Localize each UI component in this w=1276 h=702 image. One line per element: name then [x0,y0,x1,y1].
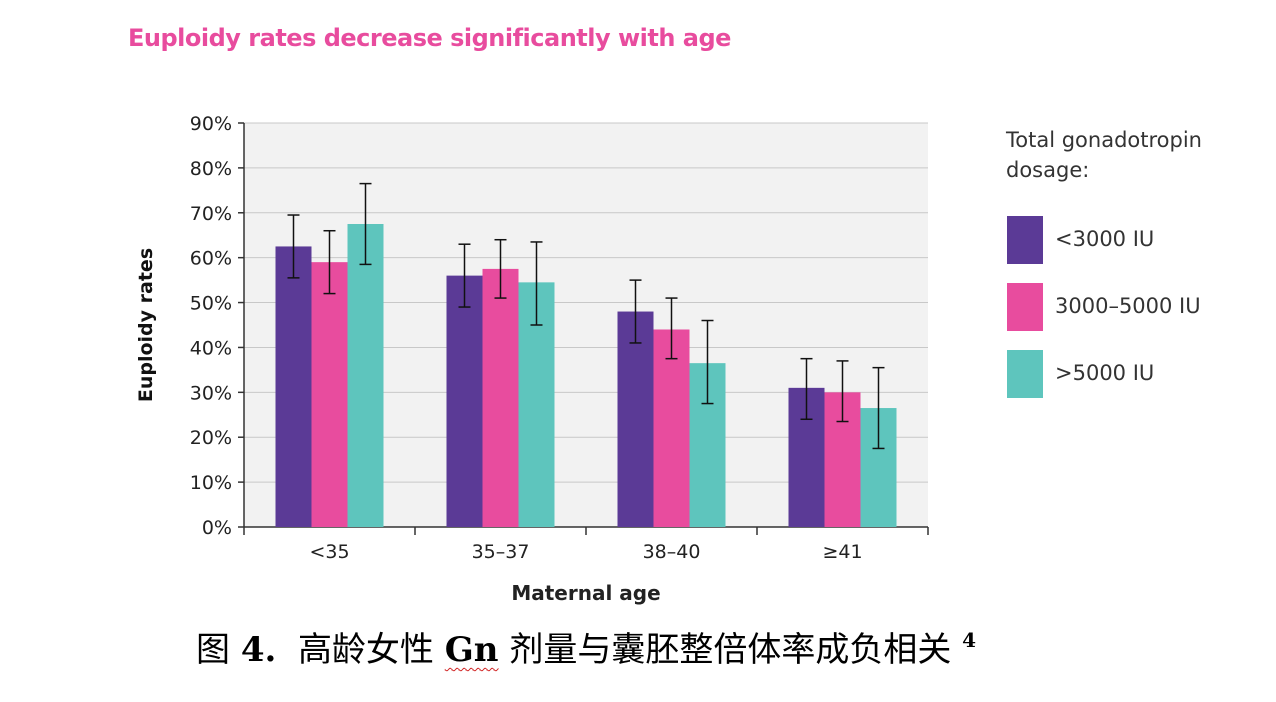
y-tick-label: 40% [190,337,232,359]
bar [347,224,384,527]
caption-reference: 4 [962,628,977,652]
y-tick-label: 30% [190,382,232,404]
legend-title: Total gonadotropin dosage: [1006,125,1246,185]
bar [482,268,519,527]
y-tick-label: 50% [190,293,232,315]
legend-label: <3000 IU [1055,227,1155,251]
y-tick-label: 0% [202,517,232,539]
legend-label: 3000–5000 IU [1055,294,1201,318]
legend-item: 3000–5000 IU [1007,283,1247,331]
legend-swatch [1007,350,1043,398]
x-axis-label: Maternal age [511,581,660,605]
legend-label: >5000 IU [1055,361,1155,385]
x-tick-label: 35–37 [472,541,530,563]
chart-headline: Euploidy rates decrease significantly wi… [128,24,731,52]
bar [311,262,348,527]
legend-item: >5000 IU [1007,350,1247,398]
x-tick-label: <35 [309,541,349,563]
y-tick-label: 90% [190,113,232,135]
x-tick-label: ≥41 [822,541,862,563]
x-tick-label: 38–40 [643,541,701,563]
y-axis-label: Euploidy rates [135,248,157,402]
bar [617,311,654,527]
bar [275,246,312,527]
caption-figure-number: 4. [240,630,277,670]
caption-gn: Gn [444,630,499,670]
bar [653,329,690,527]
figure-caption: 图 4. 高龄女性 Gn 剂量与囊胚整倍体率成负相关 4 [196,622,976,671]
caption-prefix: 图 [196,630,230,670]
y-tick-label: 80% [190,158,232,180]
y-tick-label: 10% [190,472,232,494]
bar [446,275,483,527]
legend-title-line-2: dosage: [1006,158,1090,182]
legend-swatch [1007,283,1043,331]
caption-text-2: 剂量与囊胚整倍体率成负相关 [509,630,952,670]
legend-item: <3000 IU [1007,216,1247,264]
caption-text-1: 高龄女性 [297,630,434,670]
y-tick-label: 20% [190,427,232,449]
legend-title-line-1: Total gonadotropin [1006,128,1202,152]
y-tick-label: 60% [190,248,232,270]
y-tick-label: 70% [190,203,232,225]
legend-swatch [1007,216,1043,264]
